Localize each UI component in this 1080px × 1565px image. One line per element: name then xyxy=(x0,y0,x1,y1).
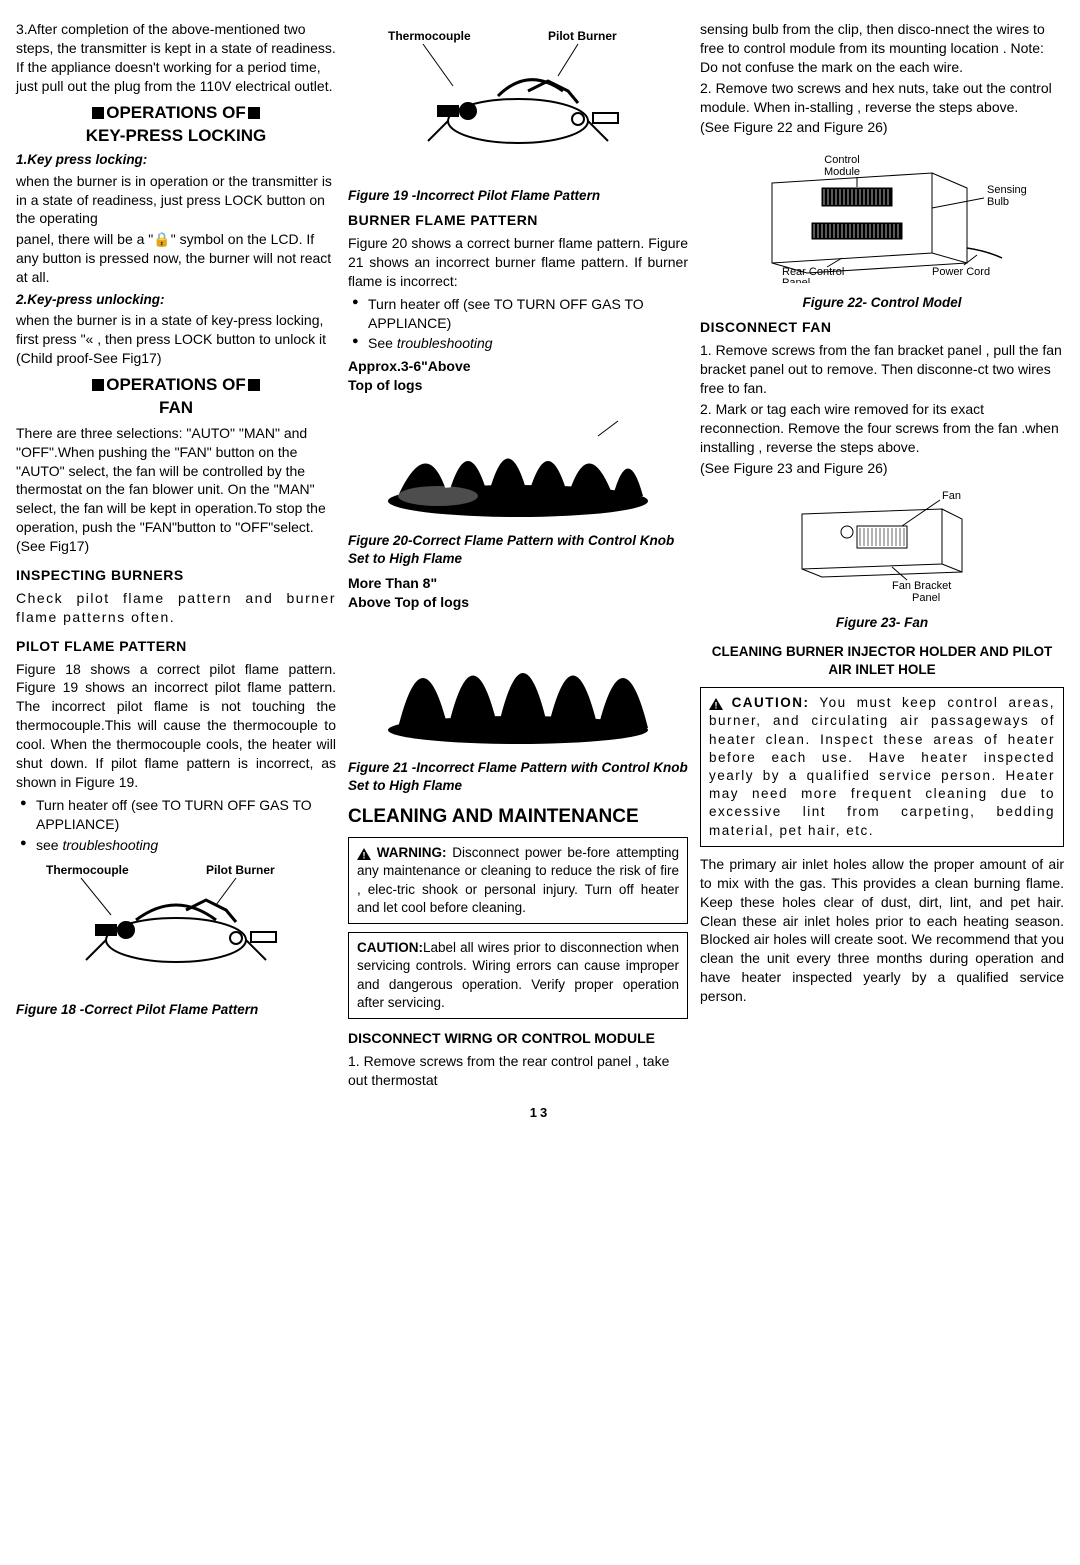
pilot-flame-heading: PILOT FLAME PATTERN xyxy=(16,637,336,656)
svg-text:Power Cord: Power Cord xyxy=(932,266,990,278)
bullet-italic: troubleshooting xyxy=(62,837,158,853)
fan-step1: 1. Remove screws from the fan bracket pa… xyxy=(700,341,1064,398)
see-fig22-text: (See Figure 22 and Figure 26) xyxy=(700,118,1064,137)
figure-19-image: Thermocouple Pilot Burner xyxy=(348,26,688,181)
figure-21-caption: Figure 21 -Incorrect Flame Pattern with … xyxy=(348,759,688,795)
svg-text:Fan: Fan xyxy=(942,490,961,502)
caution-box: CAUTION:Label all wires prior to disconn… xyxy=(348,932,688,1019)
svg-text:!: ! xyxy=(363,850,366,860)
svg-text:Bulb: Bulb xyxy=(987,196,1009,208)
figure-18-caption: Figure 18 -Correct Pilot Flame Pattern xyxy=(16,1001,336,1019)
cleaning-burner-heading: CLEANING BURNER INJECTOR HOLDER AND PILO… xyxy=(700,643,1064,679)
svg-text:Pilot Burner: Pilot Burner xyxy=(548,29,617,43)
caution-label: CAUTION: xyxy=(357,940,423,955)
square-icon xyxy=(248,379,260,391)
burner-flame-text: Figure 20 shows a correct burner flame p… xyxy=(348,234,688,291)
cleaning-maintenance-heading: CLEANING AND MAINTENANCE xyxy=(348,804,688,830)
overlay-text: Above Top of logs xyxy=(348,593,688,612)
keypress-lock-text2: panel, there will be a "🔒" symbol on the… xyxy=(16,230,336,287)
page-number: 13 xyxy=(16,1104,1064,1122)
step-3-text: 3.After completion of the above-mentione… xyxy=(16,20,336,96)
keypress-unlock-text: when the burner is in a state of key-pre… xyxy=(16,311,336,368)
square-icon xyxy=(92,379,104,391)
heading-text: OPERATIONS OF xyxy=(106,103,245,122)
keypress-unlock-subheading: 2.Key-press unlocking: xyxy=(16,291,336,309)
svg-text:!: ! xyxy=(715,700,718,710)
bullet-text: See xyxy=(368,335,397,351)
figure-22-image: Control Module Sensing Bulb Rear Control… xyxy=(700,143,1064,288)
svg-text:Sensing: Sensing xyxy=(987,184,1027,196)
svg-text:Thermocouple: Thermocouple xyxy=(388,29,471,43)
heading-text: KEY-PRESS LOCKING xyxy=(86,126,266,145)
heading-text: FAN xyxy=(159,398,193,417)
warning-icon: ! xyxy=(357,848,371,860)
pilot-flame-text: Figure 18 shows a correct pilot flame pa… xyxy=(16,660,336,792)
figure-20-image xyxy=(348,401,688,526)
column-2: Thermocouple Pilot Burner Figure 19 -Inc… xyxy=(348,20,688,1092)
caution-box-2: ! CAUTION: You must keep control areas, … xyxy=(700,687,1064,847)
primary-air-text: The primary air inlet holes allow the pr… xyxy=(700,855,1064,1006)
page-content: 3.After completion of the above-mentione… xyxy=(16,20,1064,1092)
inspecting-burners-text: Check pilot flame pattern and burner fla… xyxy=(16,589,336,627)
figure-20-overlay: Approx.3-6"Above Top of logs xyxy=(348,357,688,395)
bullet-item: Turn heater off (see TO TURN OFF GAS TO … xyxy=(348,295,688,333)
sensing-bulb-text: sensing bulb from the clip, then disco-n… xyxy=(700,20,1064,77)
fan-step2: 2. Mark or tag each wire removed for its… xyxy=(700,400,1064,457)
svg-text:Fan Bracket: Fan Bracket xyxy=(892,580,951,592)
svg-text:Panel: Panel xyxy=(782,277,810,283)
overlay-text: More Than 8" xyxy=(348,574,688,593)
warning-icon: ! xyxy=(709,698,723,710)
figure-23-image: Fan Fan Bracket Panel xyxy=(700,484,1064,609)
remove-screws-text: 2. Remove two screws and hex nuts, take … xyxy=(700,79,1064,117)
figure-19-caption: Figure 19 -Incorrect Pilot Flame Pattern xyxy=(348,187,688,205)
operations-fan-heading: OPERATIONS OF FAN xyxy=(16,374,336,420)
fig18-label-pilotburner: Pilot Burner xyxy=(206,863,275,877)
figure-22-caption: Figure 22- Control Model xyxy=(700,294,1064,312)
square-icon xyxy=(92,107,104,119)
disconnect-fan-heading: DISCONNECT FAN xyxy=(700,318,1064,337)
bullet-text: see xyxy=(36,837,62,853)
keypress-lock-subheading: 1.Key press locking: xyxy=(16,151,336,169)
square-icon xyxy=(248,107,260,119)
heading-text: OPERATIONS OF xyxy=(106,375,245,394)
figure-20-caption: Figure 20-Correct Flame Pattern with Con… xyxy=(348,532,688,568)
bullet-item: See troubleshooting xyxy=(348,334,688,353)
burner-flame-heading: BURNER FLAME PATTERN xyxy=(348,211,688,230)
disconnect-wiring-heading: DISCONNECT WIRNG OR CONTROL MODULE xyxy=(348,1029,688,1048)
overlay-text: Top of logs xyxy=(348,376,688,395)
operations-keylock-heading: OPERATIONS OF KEY-PRESS LOCKING xyxy=(16,102,336,148)
bullet-item: Turn heater off (see TO TURN OFF GAS TO … xyxy=(16,796,336,834)
figure-21-overlay: More Than 8" Above Top of logs xyxy=(348,574,688,612)
warning-box: ! WARNING: Disconnect power be-fore atte… xyxy=(348,837,688,924)
figure-23-caption: Figure 23- Fan xyxy=(700,614,1064,632)
fig18-label-thermocouple: Thermocouple xyxy=(46,863,129,877)
burner-bullets: Turn heater off (see TO TURN OFF GAS TO … xyxy=(348,295,688,354)
svg-text:Panel: Panel xyxy=(912,592,940,604)
column-3: sensing bulb from the clip, then disco-n… xyxy=(700,20,1064,1092)
disconnect-wiring-text: 1. Remove screws from the rear control p… xyxy=(348,1052,688,1090)
bullet-italic: troubleshooting xyxy=(397,335,493,351)
keypress-lock-text: when the burner is in operation or the t… xyxy=(16,172,336,229)
svg-text:Control: Control xyxy=(824,154,859,166)
column-1: 3.After completion of the above-mentione… xyxy=(16,20,336,1092)
svg-text:Module: Module xyxy=(824,166,860,178)
fan-text: There are three selections: "AUTO" "MAN"… xyxy=(16,424,336,556)
bullet-item: see troubleshooting xyxy=(16,836,336,855)
pilot-bullets: Turn heater off (see TO TURN OFF GAS TO … xyxy=(16,796,336,855)
figure-21-image xyxy=(348,618,688,753)
overlay-text: Approx.3-6"Above xyxy=(348,357,688,376)
see-fig23-text: (See Figure 23 and Figure 26) xyxy=(700,459,1064,478)
inspecting-burners-heading: INSPECTING BURNERS xyxy=(16,566,336,585)
figure-18-image: Thermocouple Pilot Burner xyxy=(16,860,336,995)
